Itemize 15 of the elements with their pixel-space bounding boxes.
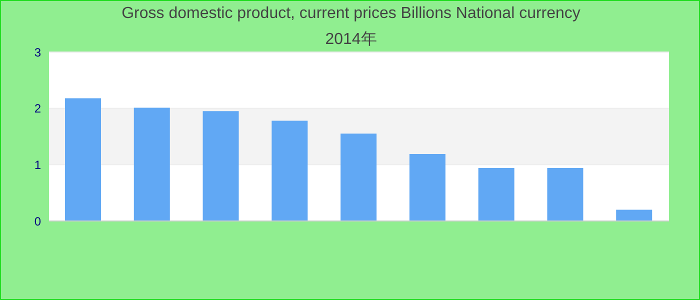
bar [65, 98, 101, 221]
y-tick-label: 1 [34, 158, 42, 172]
bar [616, 210, 652, 221]
bar [478, 168, 514, 221]
y-tick-label: 0 [34, 214, 42, 228]
bar [340, 134, 377, 221]
chart-subtitle: 2014年 [325, 31, 377, 48]
bar [202, 111, 239, 221]
bar [409, 154, 446, 221]
bar [134, 108, 170, 221]
bar [272, 120, 308, 221]
y-tick-label: 3 [34, 45, 42, 60]
bar [547, 168, 584, 221]
chart-title: Gross domestic product, current prices Billions National currency [120, 5, 582, 23]
y-tick-label: 2 [34, 102, 42, 116]
